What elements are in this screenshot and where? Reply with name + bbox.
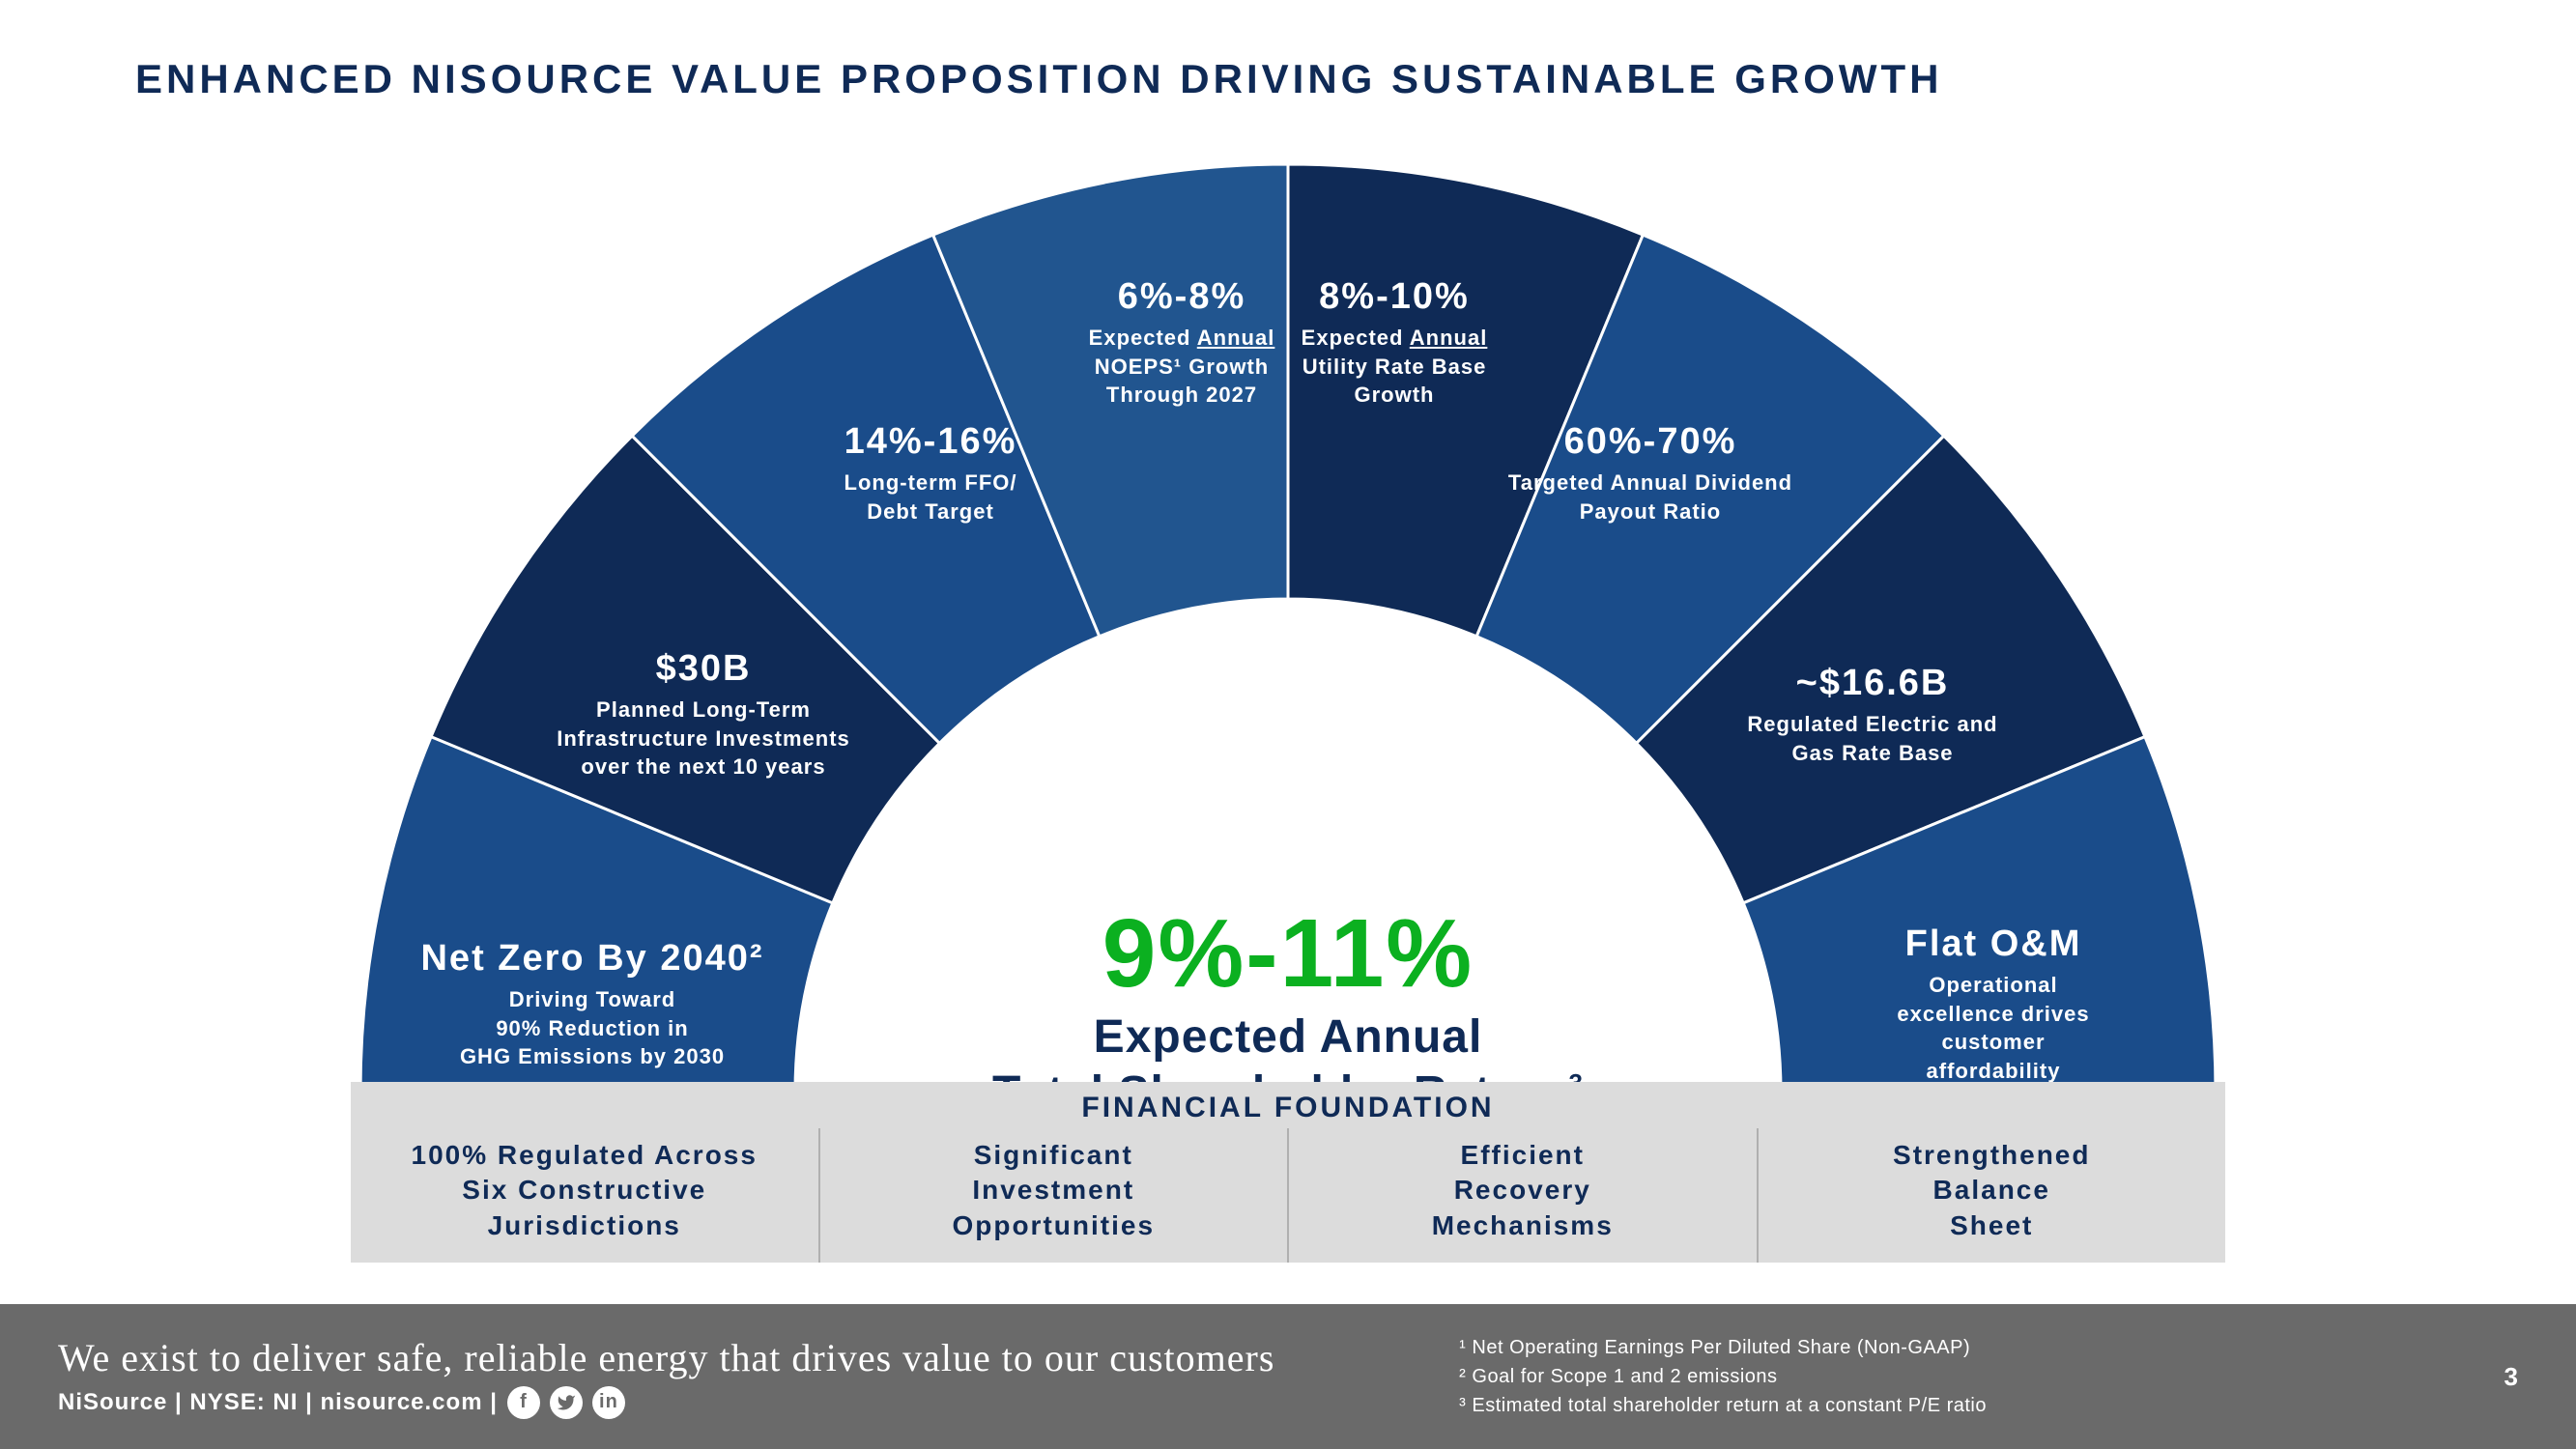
company-line: NiSource | NYSE: NI | nisource.com | f i… — [58, 1386, 1459, 1419]
segment-desc-4: Expected AnnualUtility Rate BaseGrowth — [1302, 324, 1488, 410]
segment-value-0: Net Zero By 2040² — [420, 938, 763, 980]
center-value: 9%-11% — [853, 898, 1723, 1009]
segment-label-6: ~$16.6B Regulated Electric andGas Rate B… — [1747, 663, 1997, 767]
segment-desc-0: Driving Toward90% Reduction inGHG Emissi… — [420, 985, 763, 1071]
segment-value-5: 60%-70% — [1508, 421, 1792, 463]
segment-desc-1: Planned Long-TermInfrastructure Investme… — [557, 696, 850, 781]
segment-label-3: 6%-8% Expected AnnualNOEPS¹ GrowthThroug… — [1089, 276, 1275, 410]
segment-label-2: 14%-16% Long-term FFO/Debt Target — [844, 421, 1017, 526]
foundation-title: FINANCIAL FOUNDATION — [351, 1082, 2225, 1128]
segment-label-5: 60%-70% Targeted Annual DividendPayout R… — [1508, 421, 1792, 526]
linkedin-icon[interactable]: in — [592, 1386, 625, 1419]
segment-desc-5: Targeted Annual DividendPayout Ratio — [1508, 469, 1792, 526]
segment-value-6: ~$16.6B — [1747, 663, 1997, 704]
segment-label-0: Net Zero By 2040² Driving Toward90% Redu… — [420, 938, 763, 1071]
company-text: NiSource | NYSE: NI | nisource.com | — [58, 1389, 498, 1416]
footnote-2: ³ Estimated total shareholder return at … — [1459, 1391, 2460, 1420]
footnote-1: ² Goal for Scope 1 and 2 emissions — [1459, 1362, 2460, 1391]
foundation-grid: 100% Regulated AcrossSix ConstructiveJur… — [351, 1128, 2225, 1263]
financial-foundation: FINANCIAL FOUNDATION 100% Regulated Acro… — [351, 1082, 2225, 1263]
tagline: We exist to deliver safe, reliable energ… — [58, 1335, 1459, 1380]
pillar-1: SignificantInvestmentOpportunities — [818, 1128, 1288, 1263]
segment-value-2: 14%-16% — [844, 421, 1017, 463]
segment-value-7: Flat O&M — [1877, 923, 2109, 965]
footer: We exist to deliver safe, reliable energ… — [0, 1304, 2576, 1449]
segment-label-1: $30B Planned Long-TermInfrastructure Inv… — [557, 648, 850, 781]
segment-desc-7: Operational excellence drivescustomer af… — [1877, 971, 2109, 1086]
segment-desc-6: Regulated Electric andGas Rate Base — [1747, 710, 1997, 767]
segment-value-3: 6%-8% — [1089, 276, 1275, 318]
footnotes: ¹ Net Operating Earnings Per Diluted Sha… — [1459, 1333, 2460, 1420]
facebook-icon[interactable]: f — [507, 1386, 540, 1419]
page-title: ENHANCED NISOURCE VALUE PROPOSITION DRIV… — [135, 56, 1943, 102]
segment-label-4: 8%-10% Expected AnnualUtility Rate BaseG… — [1302, 276, 1488, 410]
segment-desc-3: Expected AnnualNOEPS¹ GrowthThrough 2027 — [1089, 324, 1275, 410]
pillar-0: 100% Regulated AcrossSix ConstructiveJur… — [351, 1128, 818, 1263]
footnote-0: ¹ Net Operating Earnings Per Diluted Sha… — [1459, 1333, 2460, 1362]
segment-value-4: 8%-10% — [1302, 276, 1488, 318]
segment-value-1: $30B — [557, 648, 850, 690]
pillar-3: StrengthenedBalanceSheet — [1757, 1128, 2226, 1263]
twitter-icon[interactable] — [550, 1386, 583, 1419]
page-number: 3 — [2460, 1362, 2518, 1392]
segment-label-7: Flat O&M Operational excellence drivescu… — [1877, 923, 2109, 1086]
pillar-2: EfficientRecoveryMechanisms — [1287, 1128, 1757, 1263]
segment-desc-2: Long-term FFO/Debt Target — [844, 469, 1017, 526]
footer-left: We exist to deliver safe, reliable energ… — [58, 1335, 1459, 1419]
arc-chart: Net Zero By 2040² Driving Toward90% Redu… — [351, 164, 2225, 1101]
